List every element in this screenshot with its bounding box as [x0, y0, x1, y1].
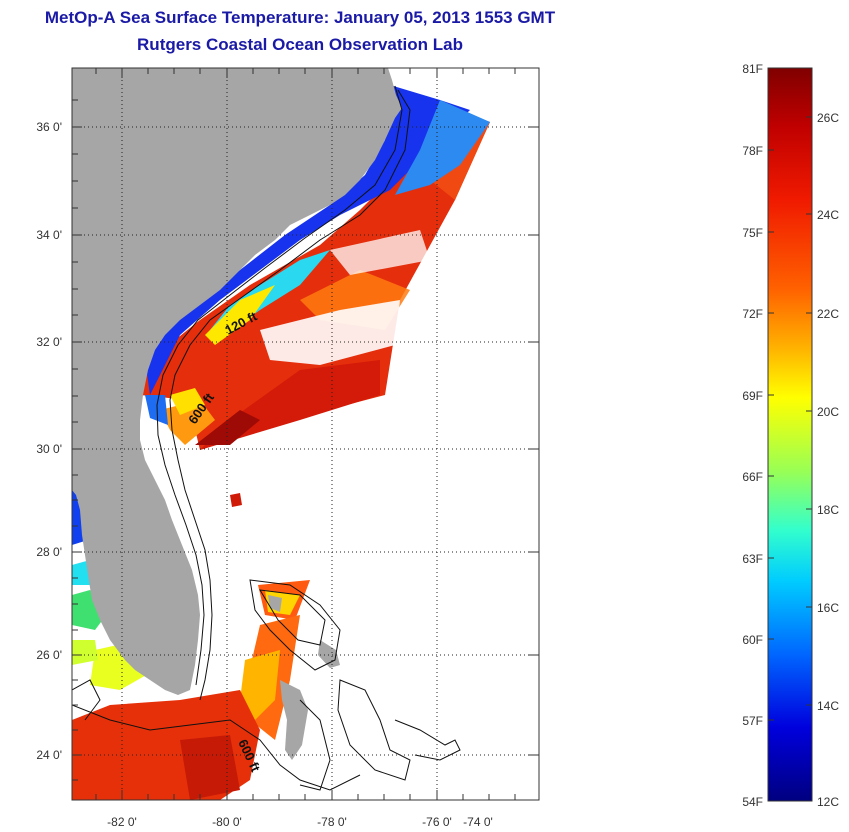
lat-label-36: 36 0'	[36, 120, 62, 134]
land	[72, 68, 402, 760]
depth-contours	[72, 85, 461, 791]
lon-label-74: -74 0'	[463, 815, 493, 829]
lon-label-80: -80 0'	[212, 815, 242, 829]
map-title: MetOp-A Sea Surface Temperature: January…	[44, 8, 556, 27]
lat-tick-labels: 36 0' 34 0' 32 0' 30 0' 28 0' 26 0' 24 0…	[36, 120, 62, 762]
sst-swath-north	[140, 85, 490, 450]
lat-label-30: 30 0'	[36, 442, 62, 456]
lon-label-78: -78 0'	[317, 815, 347, 829]
lat-label-34: 34 0'	[36, 228, 62, 242]
lat-label-28: 28 0'	[36, 545, 62, 559]
lon-tick-labels: -82 0' -80 0' -78 0' -76 0' -74 0'	[107, 815, 493, 829]
lat-label-24: 24 0'	[36, 748, 62, 762]
lat-label-26: 26 0'	[36, 648, 62, 662]
lat-label-32: 32 0'	[36, 335, 62, 349]
lon-label-76: -76 0'	[422, 815, 452, 829]
lon-label-82: -82 0'	[107, 815, 137, 829]
map-subtitle: Rutgers Coastal Ocean Observation Lab	[137, 35, 463, 54]
tick-marks	[72, 68, 539, 800]
